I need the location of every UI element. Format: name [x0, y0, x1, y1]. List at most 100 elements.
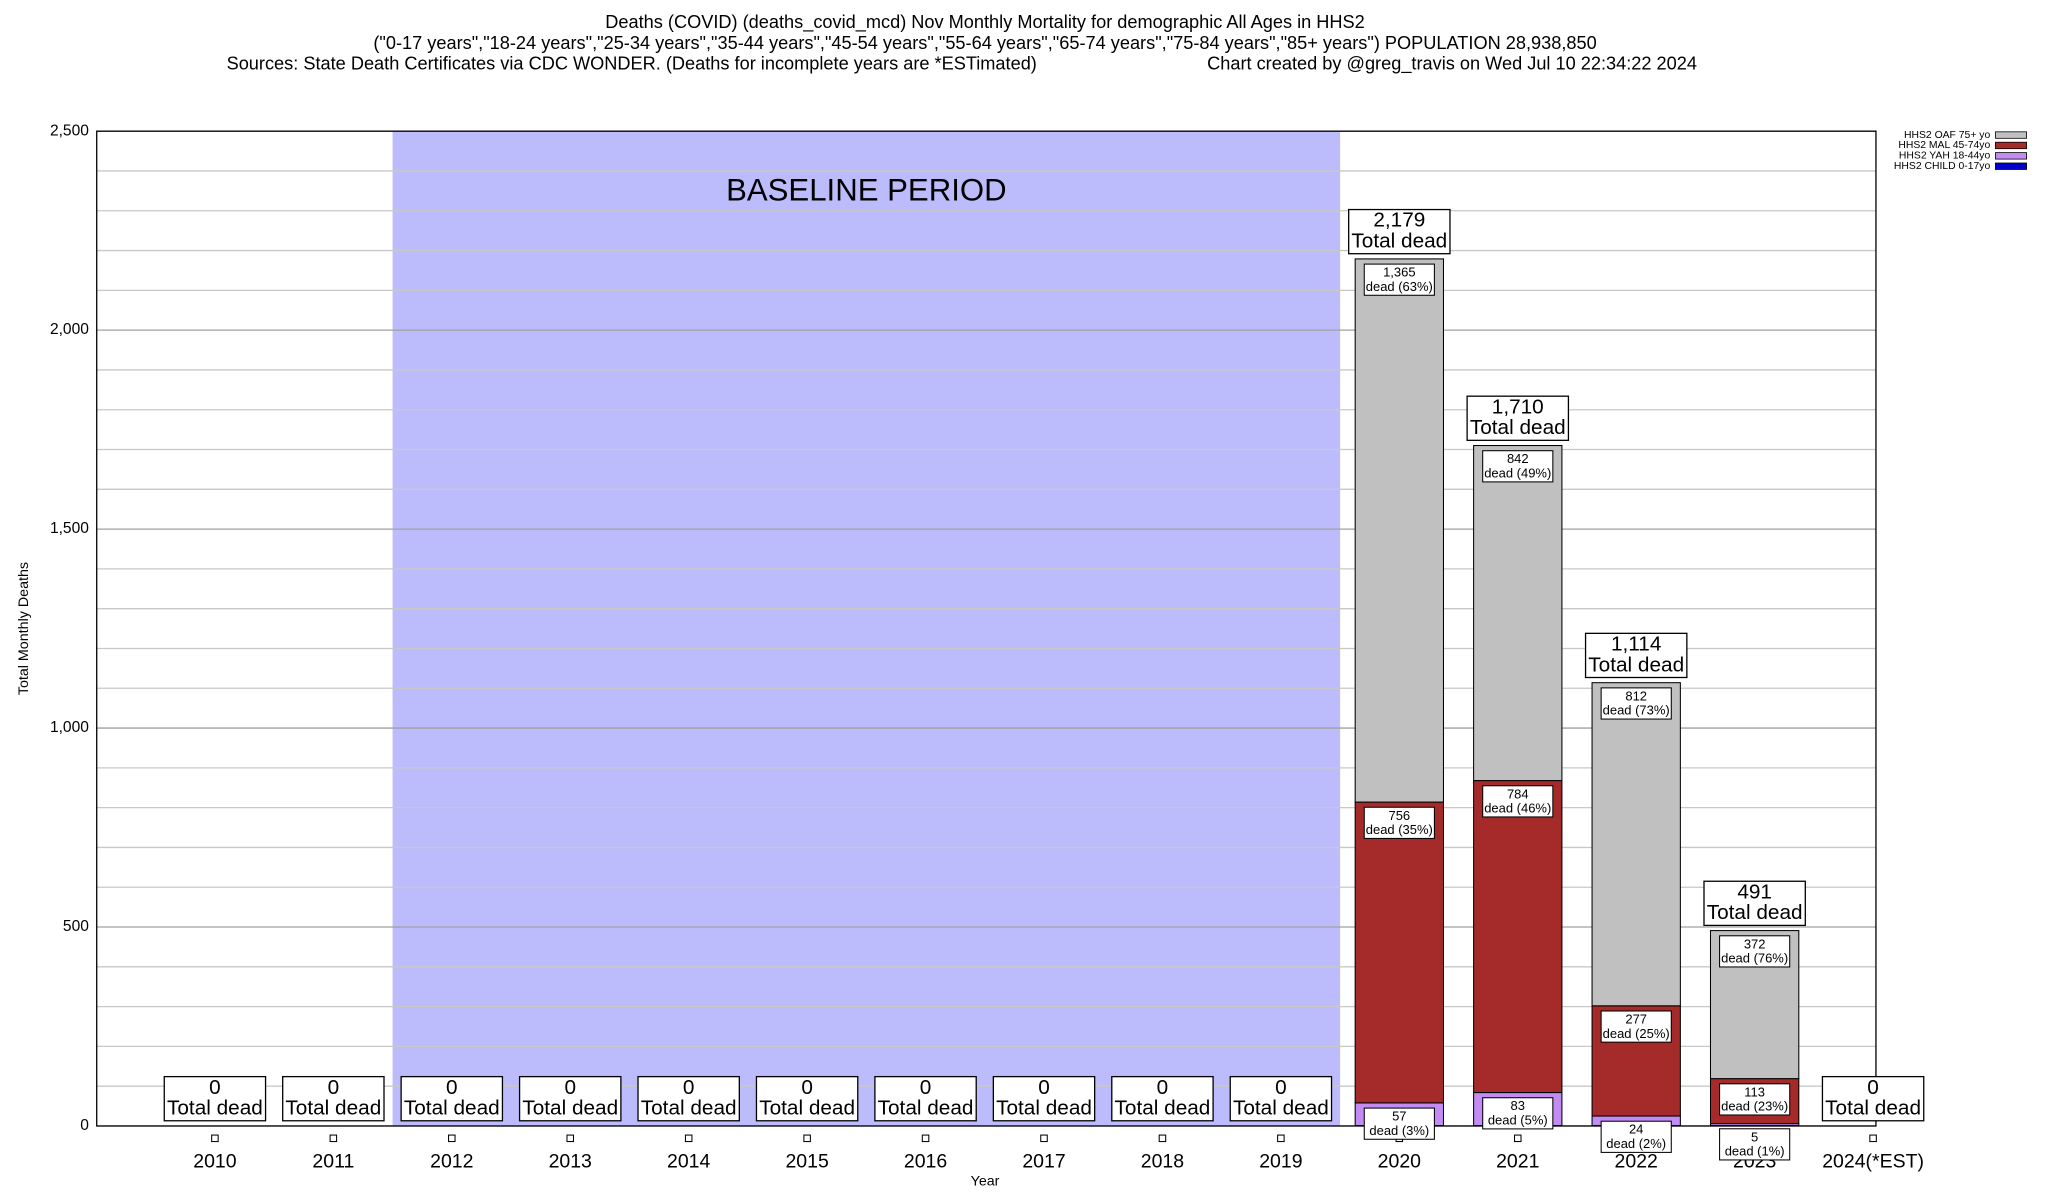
x-tick-label: 2019 — [1259, 1150, 1302, 1172]
segment-percent-label: dead (23%) — [1721, 1099, 1788, 1114]
y-tick-label: 500 — [63, 918, 89, 935]
total-value-label: 0 — [328, 1076, 340, 1099]
segment-percent-label: dead (3%) — [1369, 1123, 1429, 1138]
legend-label: HHS2 CHILD 0-17yo — [1894, 161, 1991, 172]
total-caption: Total dead — [1115, 1097, 1211, 1120]
x-tick-label: 2010 — [193, 1150, 236, 1172]
child-marker — [566, 1134, 575, 1143]
segment-label-box — [1719, 1128, 1791, 1161]
segment-value-label: 756 — [1389, 808, 1411, 823]
segment-value-label: 277 — [1625, 1012, 1647, 1027]
chart-title: Deaths (COVID) (deaths_covid_mcd) Nov Mo… — [605, 12, 1364, 33]
x-tick-label: 2024(*EST) — [1822, 1150, 1924, 1172]
x-tick-label: 2012 — [430, 1150, 473, 1172]
total-caption: Total dead — [1707, 901, 1803, 924]
x-tick-label: 2014 — [667, 1150, 710, 1172]
segment-label-box — [1482, 1097, 1554, 1130]
child-marker — [1158, 1134, 1167, 1143]
x-axis-label: Year — [971, 1174, 1000, 1190]
x-tick-label: 2011 — [312, 1150, 354, 1172]
total-label-box — [1348, 208, 1451, 255]
child-marker — [1040, 1134, 1048, 1143]
segment-value-label: 83 — [1511, 1098, 1525, 1113]
total-caption: Total dead — [641, 1097, 737, 1120]
total-value-label: 0 — [1038, 1076, 1050, 1099]
segment-percent-label: dead (46%) — [1484, 801, 1551, 816]
total-value-label: 0 — [564, 1076, 576, 1099]
total-label-box — [1584, 632, 1688, 679]
segment-value-label: 24 — [1629, 1122, 1643, 1137]
segment-percent-label: dead (1%) — [1725, 1144, 1785, 1159]
total-caption: Total dead — [1470, 416, 1566, 439]
total-caption: Total dead — [1588, 653, 1684, 676]
y-axis-label: Total Monthly Deaths — [16, 562, 32, 695]
child-marker — [803, 1134, 811, 1143]
segment-percent-label: dead (35%) — [1366, 822, 1433, 837]
segment-label-box — [1363, 806, 1435, 839]
segment-value-label: 372 — [1744, 936, 1766, 951]
segment-percent-label: dead (5%) — [1488, 1113, 1548, 1128]
y-tick-label: 2,000 — [50, 321, 89, 338]
segment-value-label: 113 — [1744, 1084, 1765, 1099]
segment-percent-label: dead (49%) — [1484, 466, 1551, 481]
total-label-box — [755, 1075, 859, 1122]
bar-segment — [1354, 258, 1444, 803]
total-label-box — [1821, 1075, 1925, 1122]
segment-label-box — [1719, 1083, 1791, 1116]
segment-label-box — [1363, 263, 1435, 296]
total-caption: Total dead — [878, 1097, 974, 1120]
total-value-label: 0 — [1275, 1076, 1287, 1099]
legend-swatch — [1995, 162, 2027, 170]
child-marker — [684, 1134, 693, 1143]
y-tick-label: 1,500 — [50, 520, 89, 537]
legend-label: HHS2 YAH 18-44yo — [1899, 151, 1991, 162]
total-label-box — [874, 1075, 977, 1122]
total-caption: Total dead — [759, 1097, 855, 1120]
segment-value-label: 1,365 — [1383, 265, 1415, 280]
child-marker — [448, 1134, 456, 1143]
child-marker — [1513, 1134, 1522, 1143]
segment-percent-label: dead (25%) — [1603, 1026, 1670, 1041]
total-label-box — [1466, 395, 1570, 441]
baseline-period — [392, 131, 1341, 1126]
segment-label-box — [1482, 785, 1554, 818]
total-value-label: 0 — [446, 1076, 458, 1099]
segment-label-box — [1600, 1120, 1672, 1153]
segment-value-label: 5 — [1751, 1129, 1758, 1144]
bar-segment — [1354, 801, 1444, 1104]
y-tick-label: 2,500 — [50, 122, 89, 139]
chart-source: Sources: State Death Certificates via CD… — [227, 54, 1037, 74]
legend-swatch — [1995, 141, 2027, 150]
total-value-label: 0 — [1867, 1076, 1879, 1099]
legend-label: HHS2 MAL 45-74yo — [1898, 140, 1990, 151]
total-value-label: 491 — [1737, 880, 1772, 903]
total-caption: Total dead — [404, 1097, 500, 1120]
segment-percent-label: dead (73%) — [1603, 703, 1670, 718]
segment-label-box — [1600, 687, 1672, 720]
x-tick-label: 2018 — [1141, 1150, 1184, 1172]
total-value-label: 0 — [683, 1076, 695, 1099]
child-marker — [329, 1134, 338, 1143]
total-caption: Total dead — [167, 1097, 263, 1120]
total-value-label: 0 — [209, 1076, 221, 1099]
bar-segment — [1591, 682, 1681, 1007]
chart-subtitle: ("0-17 years","18-24 years","25-34 years… — [373, 33, 1596, 53]
x-tick-label: 2022 — [1615, 1150, 1658, 1172]
legend-swatch — [1995, 131, 2027, 139]
legend-label: HHS2 OAF 75+ yo — [1904, 130, 1990, 141]
y-tick-label: 1,000 — [50, 719, 89, 736]
x-tick-label: 2016 — [904, 1150, 947, 1172]
segment-percent-label: dead (76%) — [1721, 951, 1788, 966]
segment-percent-label: dead (2%) — [1606, 1136, 1666, 1151]
child-marker — [1277, 1134, 1285, 1143]
total-label-box — [637, 1075, 740, 1122]
total-label-box — [1229, 1075, 1333, 1122]
chart-credit: Chart created by @greg_travis on Wed Jul… — [1207, 54, 1697, 75]
segment-label-box — [1482, 450, 1554, 483]
segment-value-label: 842 — [1507, 451, 1529, 466]
total-caption: Total dead — [1825, 1097, 1921, 1120]
total-label-box — [1111, 1075, 1214, 1122]
x-tick-label: 2015 — [785, 1150, 828, 1172]
total-caption: Total dead — [285, 1097, 381, 1120]
